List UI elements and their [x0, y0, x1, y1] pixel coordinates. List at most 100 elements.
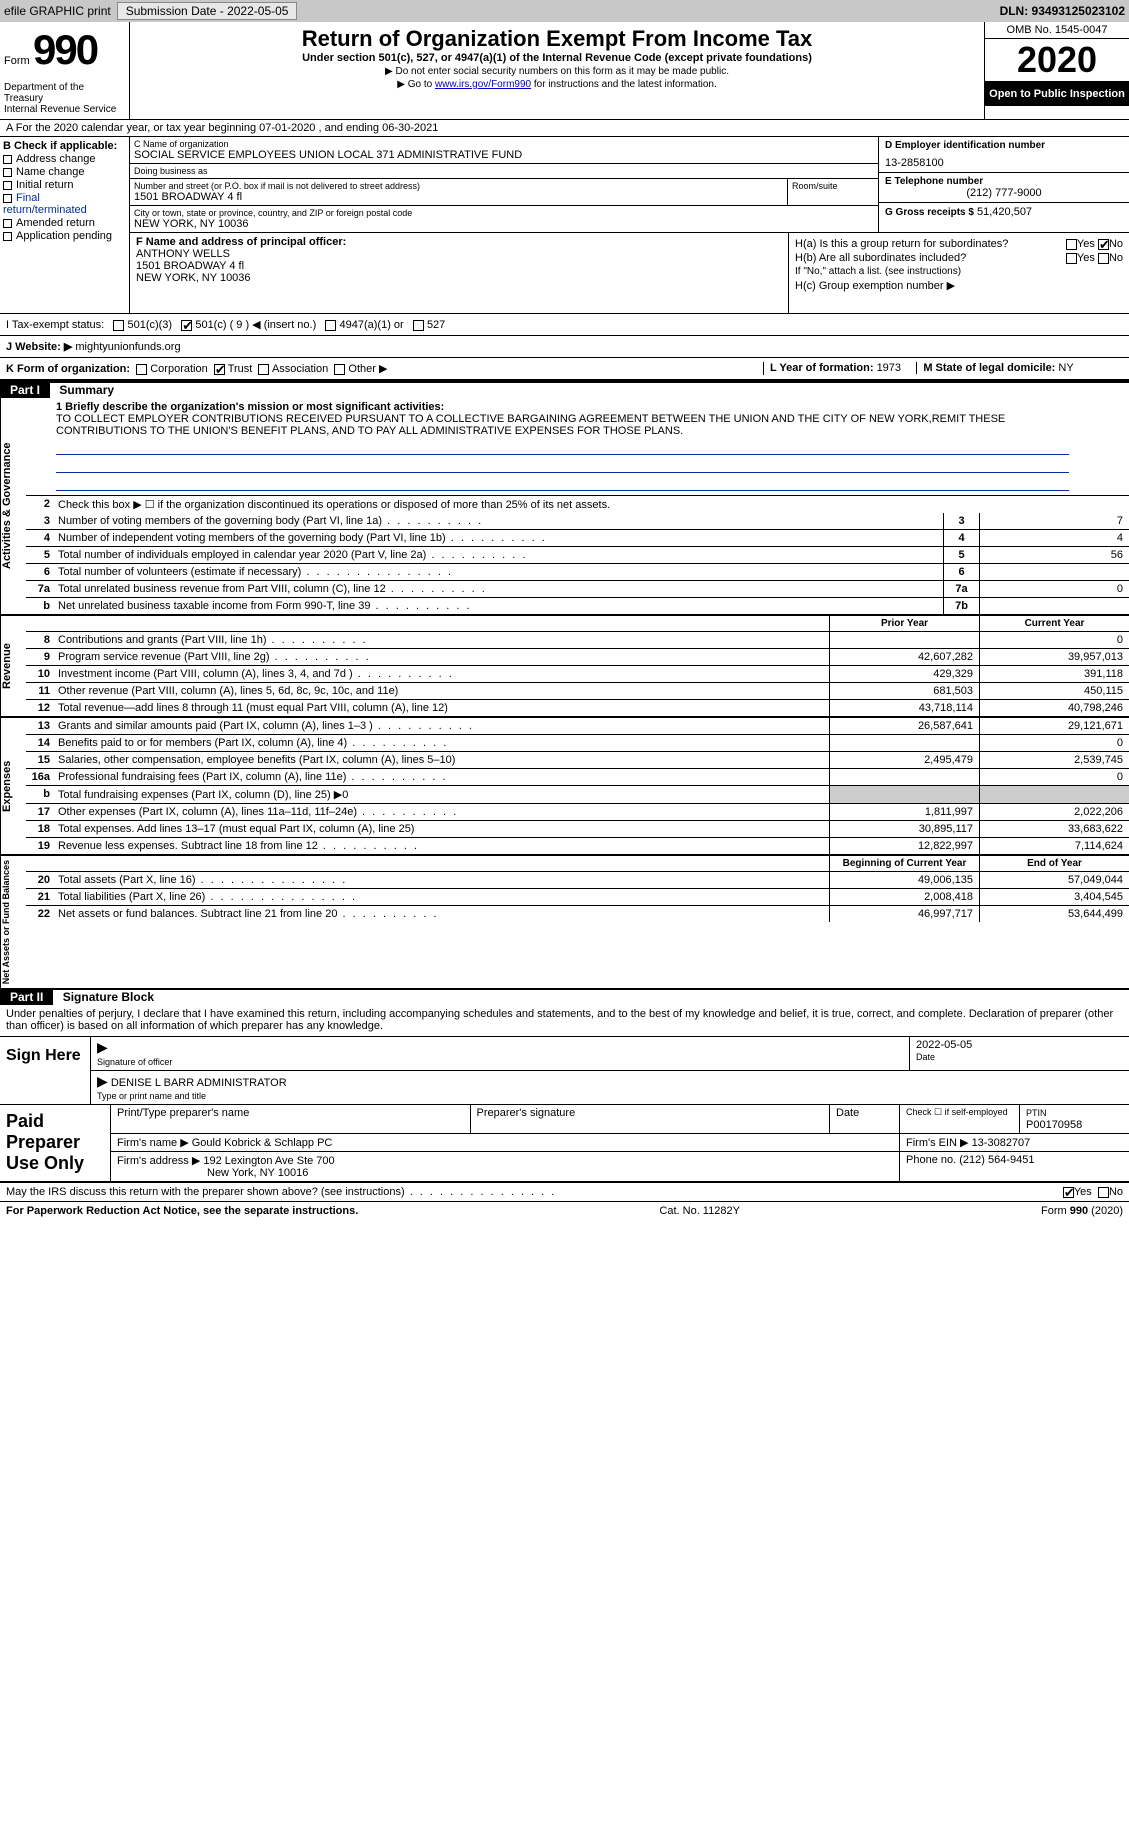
part-i-tag: Part I — [0, 382, 50, 398]
box-h: H(a) Is this a group return for subordin… — [789, 233, 1129, 313]
line-i: I Tax-exempt status: 501(c)(3) 501(c) ( … — [0, 314, 1129, 336]
chk-initial[interactable]: Initial return — [3, 179, 126, 191]
ptin-value: P00170958 — [1026, 1119, 1082, 1131]
form-number-box: Form 990 Department of the Treasury Inte… — [0, 22, 130, 119]
part-ii-title: Signature Block — [57, 990, 154, 1004]
hc-label: H(c) Group exemption number ▶ — [795, 279, 1123, 292]
discuss-line: May the IRS discuss this return with the… — [0, 1183, 1129, 1201]
line-11: Other revenue (Part VIII, column (A), li… — [54, 683, 829, 699]
website-value: mightyunionfunds.org — [75, 341, 180, 353]
omb-number: OMB No. 1545-0047 — [985, 22, 1129, 39]
net-assets-section: Net Assets or Fund Balances Beginning of… — [0, 856, 1129, 990]
line-klm: K Form of organization: Corporation Trus… — [0, 358, 1129, 381]
dba-label: Doing business as — [134, 166, 874, 176]
firm-addr2: New York, NY 10016 — [117, 1167, 893, 1179]
governance-section: Activities & Governance 1 Briefly descri… — [0, 397, 1129, 616]
chk-amended[interactable]: Amended return — [3, 217, 126, 229]
city-label: City or town, state or province, country… — [134, 208, 874, 218]
chk-pending[interactable]: Application pending — [3, 230, 126, 242]
open-public-badge: Open to Public Inspection — [985, 82, 1129, 106]
footer-left: For Paperwork Reduction Act Notice, see … — [6, 1205, 358, 1217]
line-2: Check this box ▶ ☐ if the organization d… — [54, 496, 1129, 513]
sign-here-label: Sign Here — [0, 1037, 90, 1104]
line-3-val: 7 — [979, 513, 1129, 529]
line-7a: Total unrelated business revenue from Pa… — [54, 581, 943, 597]
firm-phone: (212) 564-9451 — [959, 1154, 1034, 1166]
prep-sig-header: Preparer's signature — [470, 1105, 830, 1133]
line-9: Program service revenue (Part VIII, line… — [54, 649, 829, 665]
line-6: Total number of volunteers (estimate if … — [54, 564, 943, 580]
vtab-net: Net Assets or Fund Balances — [0, 856, 26, 988]
mission-label: 1 Briefly describe the organization's mi… — [56, 401, 444, 413]
line-10: Investment income (Part VIII, column (A)… — [54, 666, 829, 682]
url-pre: ▶ Go to — [397, 79, 435, 90]
ein-label: D Employer identification number — [885, 140, 1123, 151]
vtab-governance: Activities & Governance — [0, 397, 26, 614]
street-label: Number and street (or P.O. box if mail i… — [134, 181, 783, 191]
state-domicile: NY — [1058, 362, 1073, 374]
chk-name[interactable]: Name change — [3, 166, 126, 178]
vtab-expenses: Expenses — [0, 718, 26, 854]
ssn-note: ▶ Do not enter social security numbers o… — [138, 66, 976, 77]
no-text: No — [1109, 238, 1123, 250]
submission-date-button[interactable]: Submission Date - 2022-05-05 — [117, 2, 298, 20]
form-title: Return of Organization Exempt From Incom… — [138, 26, 976, 52]
line-21: Total liabilities (Part X, line 26) — [54, 889, 829, 905]
line-7b: Net unrelated business taxable income fr… — [54, 598, 943, 614]
page-footer: For Paperwork Reduction Act Notice, see … — [0, 1201, 1129, 1220]
efile-label: efile GRAPHIC print — [4, 4, 111, 18]
phone-value: (212) 777-9000 — [885, 187, 1123, 199]
tax-year: 2020 — [985, 39, 1129, 82]
line-3: Number of voting members of the governin… — [54, 513, 943, 529]
room-label: Room/suite — [788, 179, 878, 205]
line-14: Benefits paid to or for members (Part IX… — [54, 735, 829, 751]
irs-link[interactable]: www.irs.gov/Form990 — [435, 79, 531, 90]
preparer-section: Paid Preparer Use Only Print/Type prepar… — [0, 1105, 1129, 1183]
url-note: ▶ Go to www.irs.gov/Form990 for instruct… — [138, 79, 976, 90]
paid-preparer-label: Paid Preparer Use Only — [0, 1105, 110, 1181]
street-value: 1501 BROADWAY 4 fl — [134, 191, 783, 203]
hb-note: If "No," attach a list. (see instruction… — [795, 266, 1123, 277]
info-block: B Check if applicable: Address change Na… — [0, 137, 1129, 314]
gross-label: G Gross receipts $ — [885, 207, 974, 218]
signature-section: Under penalties of perjury, I declare th… — [0, 1004, 1129, 1201]
box-f: F Name and address of principal officer:… — [130, 233, 789, 313]
line-17: Other expenses (Part IX, column (A), lin… — [54, 804, 829, 820]
line-16b: Total fundraising expenses (Part IX, col… — [54, 786, 829, 803]
form-number: 990 — [33, 26, 97, 73]
line-a: A For the 2020 calendar year, or tax yea… — [0, 120, 1129, 137]
revenue-section: Revenue Prior YearCurrent Year 8Contribu… — [0, 616, 1129, 718]
footer-right: Form 990 (2020) — [1041, 1205, 1123, 1217]
officer-name: ANTHONY WELLS — [136, 248, 782, 260]
form-subtitle: Under section 501(c), 527, or 4947(a)(1)… — [138, 52, 976, 64]
dln-label: DLN: 93493125023102 — [1000, 4, 1125, 18]
ein-value: 13-2858100 — [885, 157, 1123, 169]
prior-year-header: Prior Year — [829, 616, 979, 631]
end-year-header: End of Year — [979, 856, 1129, 871]
firm-ein: 13-3082707 — [972, 1137, 1031, 1149]
gross-value: 51,420,507 — [977, 206, 1032, 218]
part-ii-header: Part II Signature Block — [0, 990, 1129, 1004]
year-formation: 1973 — [877, 362, 901, 374]
header-right: OMB No. 1545-0047 2020 Open to Public In… — [984, 22, 1129, 119]
hb-label: H(b) Are all subordinates included? — [795, 252, 966, 264]
line-20: Total assets (Part X, line 16) — [54, 872, 829, 888]
box-deg: D Employer identification number 13-2858… — [879, 137, 1129, 232]
ha-label: H(a) Is this a group return for subordin… — [795, 238, 1008, 250]
line-4: Number of independent voting members of … — [54, 530, 943, 546]
form-header: Form 990 Department of the Treasury Inte… — [0, 22, 1129, 120]
footer-mid: Cat. No. 11282Y — [659, 1205, 740, 1217]
prep-date-header: Date — [829, 1105, 899, 1133]
dept-label: Department of the Treasury Internal Reve… — [4, 82, 125, 115]
box-b-label: B Check if applicable: — [3, 140, 126, 152]
line-8: Contributions and grants (Part VIII, lin… — [54, 632, 829, 648]
firm-name: Gould Kobrick & Schlapp PC — [192, 1137, 333, 1149]
line-16a: Professional fundraising fees (Part IX, … — [54, 769, 829, 785]
line-18: Total expenses. Add lines 13–17 (must eq… — [54, 821, 829, 837]
chk-address[interactable]: Address change — [3, 153, 126, 165]
line-15: Salaries, other compensation, employee b… — [54, 752, 829, 768]
current-year-header: Current Year — [979, 616, 1129, 631]
expenses-section: Expenses 13Grants and similar amounts pa… — [0, 718, 1129, 856]
chk-final[interactable]: Final return/terminated — [3, 192, 126, 216]
website-label: J Website: ▶ — [6, 341, 72, 353]
